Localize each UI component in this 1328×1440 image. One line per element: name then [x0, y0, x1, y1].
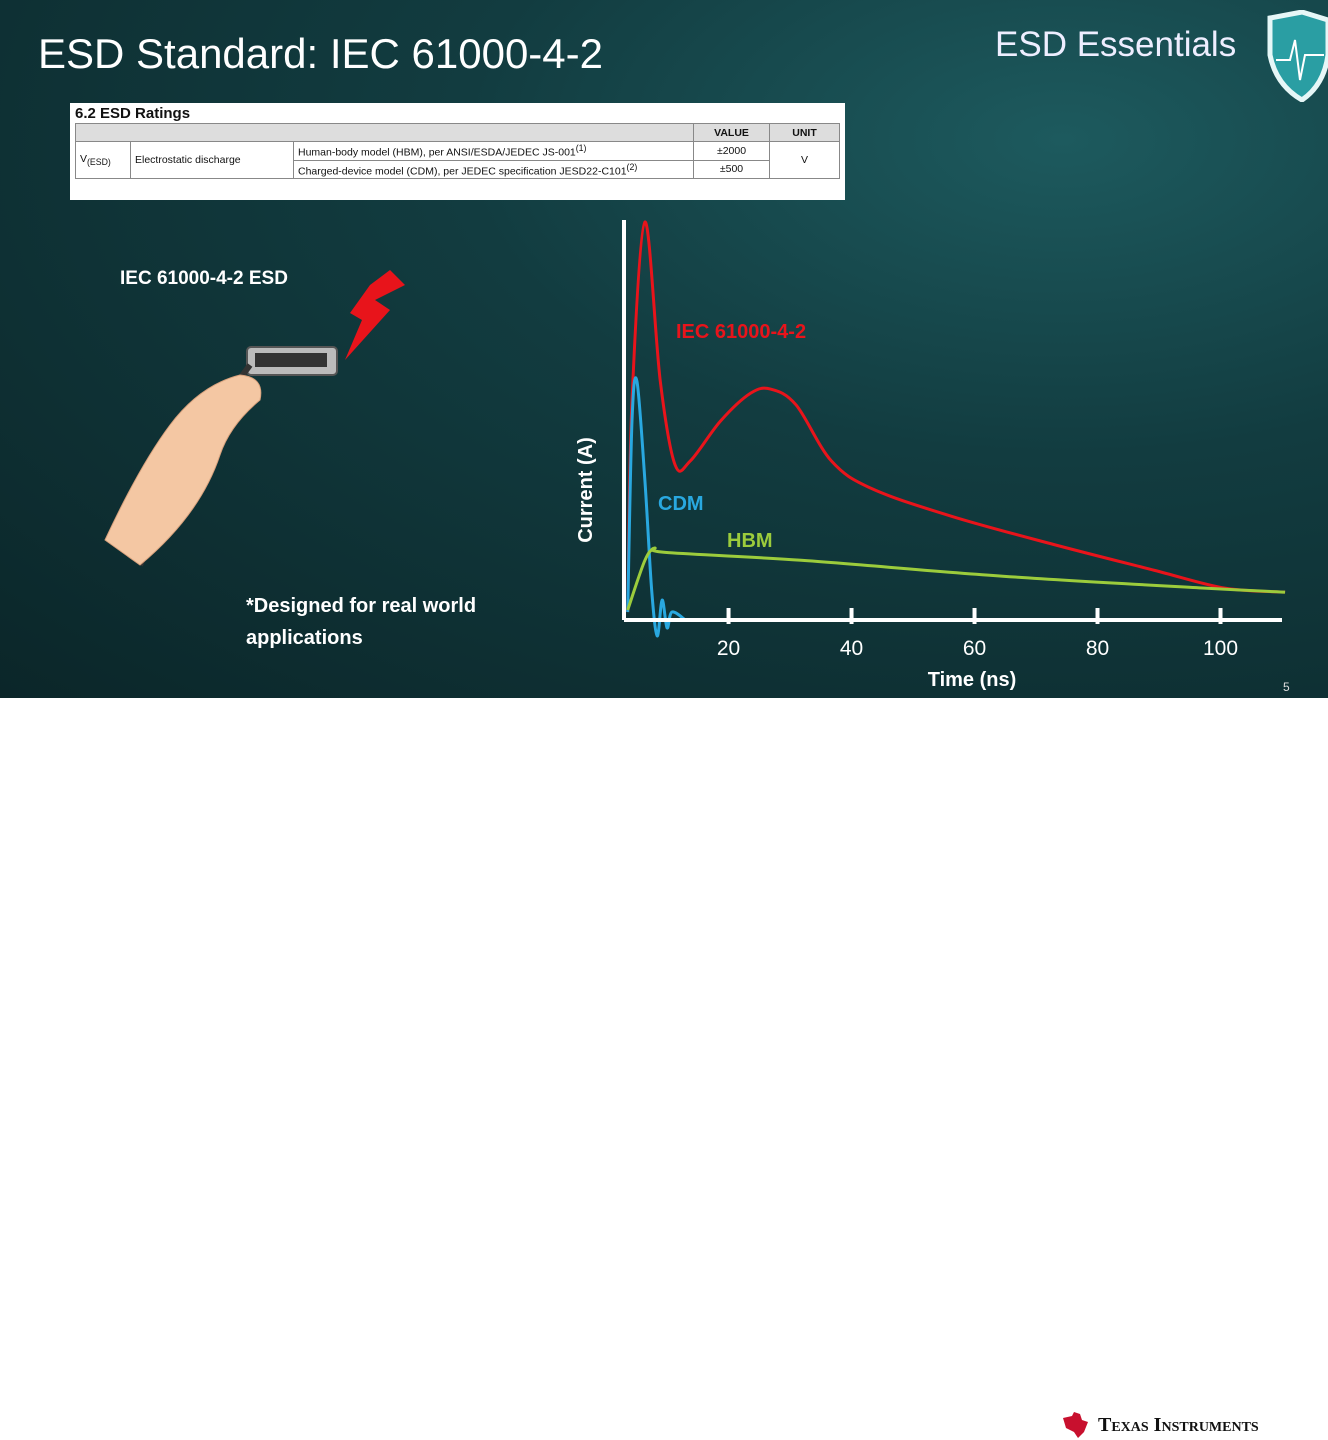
- real-world-note: *Designed for real world applications: [246, 595, 477, 649]
- table-heading: 6.2 ESD Ratings: [75, 105, 191, 122]
- series-label-iec: IEC 61000-4-2: [676, 321, 806, 343]
- ti-logo: Texas Instruments: [1060, 1410, 1259, 1440]
- series-label-cdm: CDM: [658, 493, 704, 515]
- lightning-bolt-icon: [345, 270, 405, 360]
- cdm-value: ±500: [693, 159, 770, 179]
- brand-title: ESD Essentials: [995, 25, 1237, 64]
- series-line-cdm: [626, 376, 687, 638]
- y-axis-label: Current (A): [575, 437, 597, 543]
- header-unit: UNIT: [769, 123, 840, 142]
- iec-esd-label: IEC 61000-4-2 ESD: [120, 268, 288, 289]
- x-tick-label-60: 60: [963, 637, 986, 660]
- x-tick-label-80: 80: [1086, 637, 1109, 660]
- cdm-condition: Charged-device model (CDM), per JEDEC sp…: [293, 159, 694, 179]
- page-number: 5: [1283, 680, 1290, 694]
- esd-ratings-table: 6.2 ESD Ratings VALUE UNIT V(ESD) Electro…: [70, 103, 845, 200]
- footer: Texas Instruments: [0, 698, 1328, 1438]
- x-tick-label-100: 100: [1203, 637, 1238, 660]
- slide-title: ESD Standard: IEC 61000-4-2: [38, 30, 603, 77]
- hbm-condition: Human-body model (HBM), per ANSI/ESDA/JE…: [293, 141, 694, 161]
- unit-cell: V: [769, 141, 840, 179]
- header-value: VALUE: [693, 123, 770, 142]
- x-tick-label-40: 40: [840, 637, 863, 660]
- x-tick-label-20: 20: [717, 637, 740, 660]
- series-label-hbm: HBM: [727, 530, 773, 552]
- hand-holding-hdmi-cable-illustration: [104, 270, 405, 567]
- texas-instruments-logo-icon: [1063, 1412, 1088, 1438]
- parameter-cell: Electrostatic discharge: [130, 141, 294, 179]
- symbol-cell: V(ESD): [75, 141, 131, 179]
- hbm-value: ±2000: [693, 141, 770, 161]
- series-line-hbm: [626, 546, 1286, 611]
- shield-pulse-icon: [1267, 10, 1328, 102]
- x-axis-label: Time (ns): [928, 669, 1017, 691]
- slide: ESD Standard: IEC 61000-4-2 ESD Essentia…: [0, 0, 1328, 698]
- esd-current-waveform-chart: 20 40 60 80 100 Current (A) Time (ns) IEC 61…: [575, 220, 1286, 691]
- series-line-iec-61000-4-2: [626, 220, 1286, 613]
